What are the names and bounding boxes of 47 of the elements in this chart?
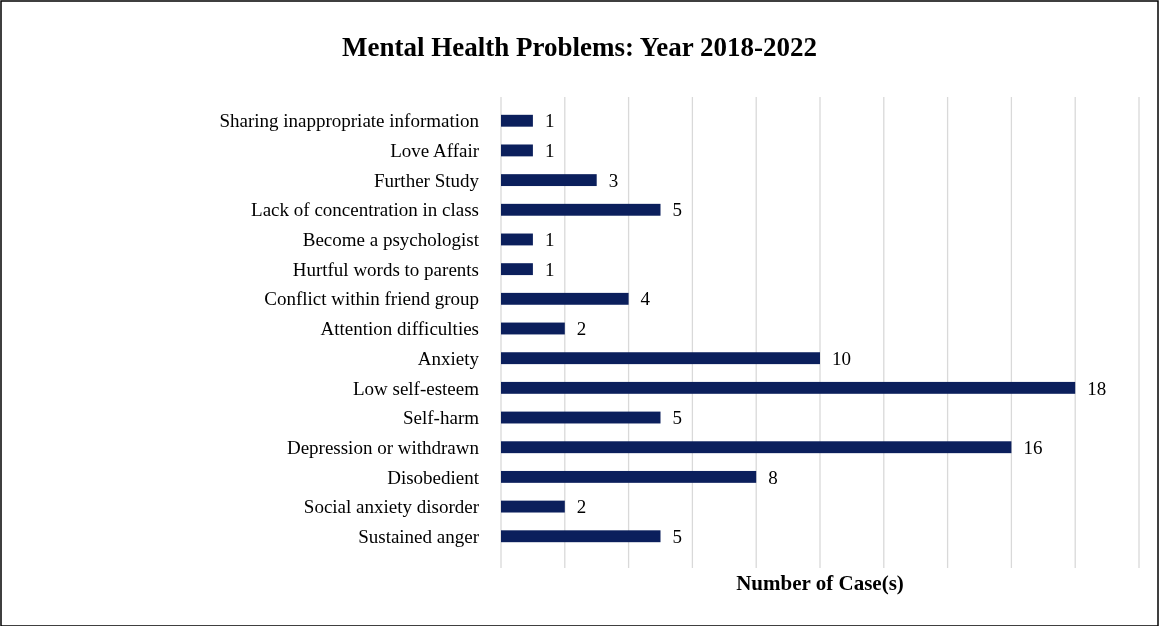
data-label: 5 [672,199,682,221]
data-label: 2 [576,496,587,518]
y-tick-label: Conflict within friend group [264,288,479,310]
bar [501,500,565,513]
bar [501,203,661,216]
data-label: 16 [1023,436,1043,458]
bar [501,114,533,127]
bar [501,292,629,305]
y-tick-label: Social anxiety disorder [303,496,480,518]
y-tick-label: Disobedient [387,466,480,488]
y-tick-label: Become a psychologist [302,229,480,251]
data-label: 8 [768,466,778,488]
bar [501,530,661,543]
y-tick-label: Anxiety [417,347,480,369]
y-tick-label: Further Study [373,169,480,191]
y-tick-label: Depression or withdrawn [286,436,480,458]
bar [501,470,757,483]
y-tick-label: Sustained anger [358,525,480,547]
y-tick-label: Sharing inappropriate information [219,110,480,132]
bar [501,352,820,365]
bar [501,441,1012,454]
data-label: 5 [672,407,682,429]
chart-title: Mental Health Problems: Year 2018-2022 [342,32,817,62]
bar [501,322,565,335]
y-tick-label: Attention difficulties [320,318,479,340]
data-label: 1 [544,229,555,251]
data-label: 5 [672,525,682,547]
data-label: 1 [544,110,555,132]
data-label: 2 [576,318,587,340]
y-tick-label: Lack of concentration in class [251,199,479,221]
bar [501,263,533,276]
bar [501,411,661,424]
bar [501,174,597,187]
data-label: 1 [544,140,555,162]
y-tick-label: Self-harm [403,407,480,429]
y-tick-label: Love Affair [390,140,480,162]
data-label: 10 [832,347,851,369]
y-tick-label: Hurtful words to parents [292,258,479,280]
bar [501,381,1076,394]
data-label: 4 [640,288,651,310]
y-tick-label: Low self-esteem [352,377,480,399]
bar [501,144,533,157]
x-axis-title: Number of Case(s) [736,571,904,595]
data-label: 18 [1087,377,1107,399]
data-label: 1 [544,258,555,280]
bar [501,233,533,246]
data-label: 3 [608,169,619,191]
